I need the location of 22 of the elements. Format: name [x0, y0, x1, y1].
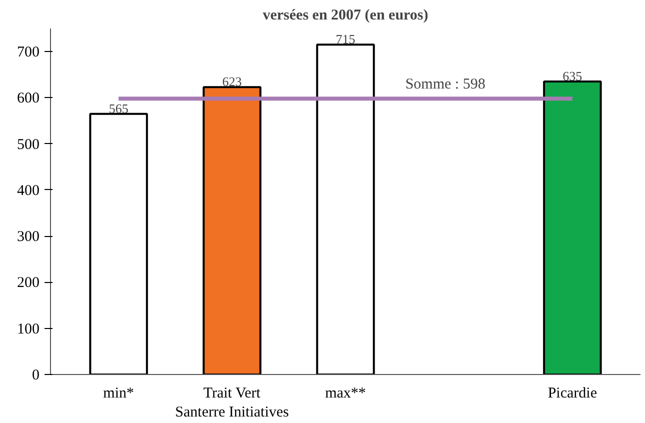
x-tick-label: min*: [103, 386, 134, 402]
data-label: 623: [222, 74, 242, 90]
bar: [89, 112, 148, 374]
y-tick-label: 100: [17, 321, 40, 338]
y-tick-label: 400: [17, 182, 40, 199]
bar: [202, 86, 262, 374]
data-label: 635: [562, 68, 582, 84]
y-tick-label: 300: [17, 229, 40, 246]
data-label: 565: [108, 100, 128, 116]
chart-title: versées en 2007 (en euros): [262, 8, 428, 24]
bar: [316, 44, 375, 374]
x-tick-label: Picardie: [548, 386, 598, 402]
y-tick-label: 200: [17, 275, 40, 292]
y-tick-label: 0: [32, 368, 40, 384]
y-tick-label: 600: [17, 90, 40, 107]
x-tick-label: max**: [325, 386, 366, 402]
y-tick-label: 700: [17, 44, 40, 61]
data-label: 715: [336, 32, 356, 47]
bar: [543, 80, 602, 374]
x-tick-label: Trait Vert Santerre Initiatives: [175, 386, 290, 421]
ref-line-label: Somme : 598: [405, 76, 486, 93]
y-tick-label: 500: [17, 136, 40, 153]
